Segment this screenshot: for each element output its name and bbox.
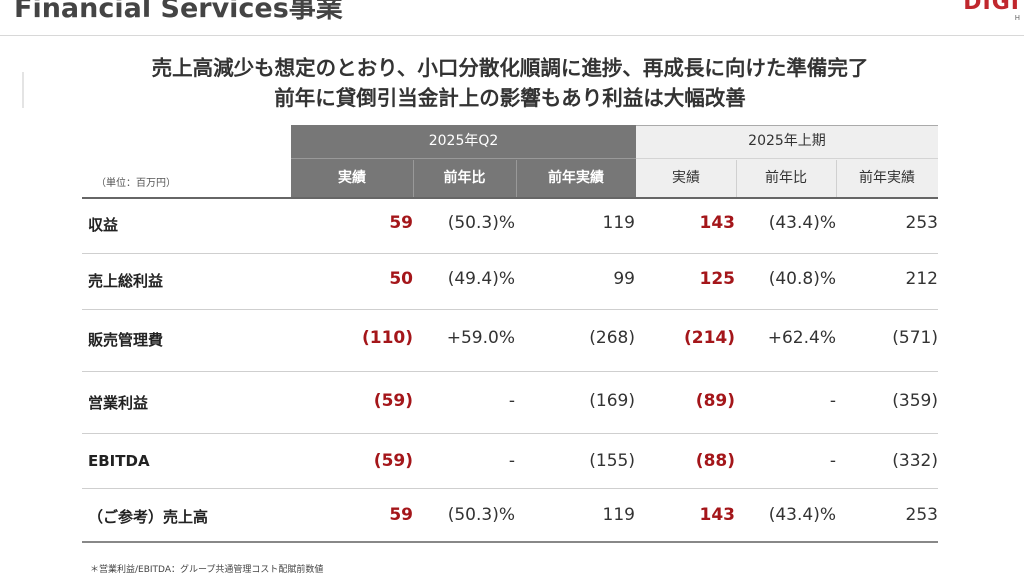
cell-q2-yoy: +59.0%	[446, 328, 515, 348]
header-group-h1-background	[636, 125, 938, 197]
cell-h1-prev: (359)	[892, 391, 938, 411]
header-q2-divider	[291, 158, 636, 159]
header-h1-col-prev: 前年実績	[859, 170, 915, 186]
cell-q2-yoy: (50.3)%	[447, 213, 515, 233]
cell-h1-yoy: -	[829, 451, 836, 471]
cell-q2-actual: (59)	[373, 391, 413, 411]
cell-q2-yoy: -	[508, 451, 515, 471]
cell-h1-prev: 253	[905, 213, 938, 233]
header-q2-col-yoy: 前年比	[443, 170, 486, 186]
cell-q2-prev: 99	[613, 269, 635, 289]
cell-h1-prev: (332)	[892, 451, 938, 471]
cell-q2-prev: (268)	[589, 328, 635, 348]
header-group-h1-label: 2025年上期	[748, 133, 826, 149]
cell-h1-actual: 143	[699, 213, 736, 233]
header-group-q2-background	[291, 125, 636, 197]
page-title: Financial Services事業	[14, 0, 343, 24]
cell-q2-yoy: (49.4)%	[447, 269, 515, 289]
cell-h1-yoy: -	[829, 391, 836, 411]
cell-q2-prev: 119	[602, 213, 635, 233]
cell-q2-actual: 59	[389, 505, 413, 525]
header-q2-col-prev: 前年実績	[548, 170, 604, 186]
cell-h1-prev: (571)	[892, 328, 938, 348]
header-h1-col-yoy: 前年比	[765, 170, 807, 186]
row-divider	[82, 253, 938, 254]
cell-h1-yoy: (40.8)%	[768, 269, 836, 289]
cell-h1-prev: 212	[905, 269, 938, 289]
cell-h1-actual: (89)	[695, 391, 735, 411]
footnote: ＊営業利益/EBITDA：グループ共通管理コスト配賦前数値	[90, 565, 324, 575]
cell-h1-yoy: (43.4)%	[768, 505, 836, 525]
row-divider	[82, 488, 938, 489]
row-label: 販売管理費	[88, 331, 164, 349]
company-logo-subtext: H	[1014, 14, 1020, 22]
unit-label: （単位：百万円）	[96, 178, 176, 189]
headline-line-1: 売上高減少も想定のとおり、小口分散化順調に進捗、再成長に向けた準備完了	[151, 56, 869, 80]
header-q2-sep-1	[413, 160, 414, 197]
cell-q2-actual: (59)	[373, 451, 413, 471]
row-label: EBITDA	[88, 452, 150, 470]
row-label: 収益	[88, 216, 119, 234]
header-group-q2-label: 2025年Q2	[428, 133, 499, 149]
cell-q2-yoy: (50.3)%	[447, 505, 515, 525]
header-h1-sep-2	[836, 160, 837, 197]
table-bottom-rule	[82, 541, 938, 543]
header-h1-col-actual: 実績	[672, 170, 700, 186]
cell-q2-actual: 59	[389, 213, 413, 233]
header-h1-sep-1	[736, 160, 737, 197]
header-h1-top-rule	[636, 125, 938, 126]
cell-h1-yoy: (43.4)%	[768, 213, 836, 233]
cell-q2-prev: (155)	[589, 451, 635, 471]
header-q2-col-actual: 実績	[338, 170, 366, 186]
cell-q2-actual: 50	[389, 269, 413, 289]
row-label: （ご参考）売上高	[88, 508, 209, 526]
table-top-rule	[82, 197, 938, 199]
cell-h1-actual: 143	[699, 505, 736, 525]
cell-h1-actual: (88)	[695, 451, 735, 471]
decorative-side-mark	[22, 72, 24, 108]
cell-h1-actual: 125	[699, 269, 736, 289]
title-divider	[0, 35, 1024, 36]
cell-q2-actual: (110)	[361, 328, 413, 348]
cell-h1-actual: (214)	[683, 328, 735, 348]
row-divider	[82, 371, 938, 372]
headline-line-2: 前年に貸倒引当金計上の影響もあり利益は大幅改善	[274, 86, 746, 110]
company-logo: DIGI	[963, 0, 1020, 15]
header-q2-sep-2	[516, 160, 517, 197]
cell-q2-yoy: -	[508, 391, 515, 411]
cell-h1-prev: 253	[905, 505, 938, 525]
cell-h1-yoy: +62.4%	[767, 328, 836, 348]
header-h1-divider	[636, 158, 938, 159]
cell-q2-prev: 119	[602, 505, 635, 525]
row-divider	[82, 309, 938, 310]
row-label: 営業利益	[88, 394, 149, 412]
row-label: 売上総利益	[88, 272, 164, 290]
cell-q2-prev: (169)	[589, 391, 635, 411]
row-divider	[82, 433, 938, 434]
